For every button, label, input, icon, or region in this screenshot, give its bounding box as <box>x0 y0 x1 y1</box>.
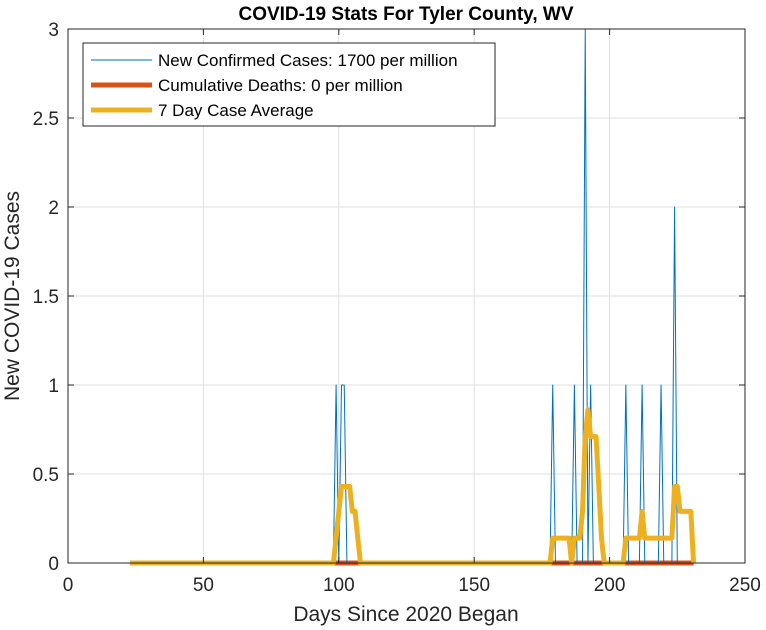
x-axis-label: Days Since 2020 Began <box>293 603 518 626</box>
x-tick-label: 0 <box>63 575 74 596</box>
legend-label-average: 7 Day Case Average <box>158 101 314 120</box>
y-tick-label: 1 <box>48 376 59 397</box>
x-tick-label: 250 <box>729 575 761 596</box>
x-tick-label: 200 <box>594 575 626 596</box>
y-tick-label: 1.5 <box>33 287 59 308</box>
x-tick-label: 100 <box>323 575 355 596</box>
y-tick-label: 3 <box>48 20 59 41</box>
legend: New Confirmed Cases: 1700 per million Cu… <box>82 42 496 127</box>
y-tick-label: 0.5 <box>33 465 59 486</box>
legend-label-new-cases: New Confirmed Cases: 1700 per million <box>158 51 458 70</box>
y-axis-label: New COVID-19 Cases <box>1 191 24 401</box>
y-tick-label: 0 <box>48 554 59 575</box>
legend-label-deaths: Cumulative Deaths: 0 per million <box>158 76 403 95</box>
y-axis: 0 0.5 1 1.5 2 2.5 3 <box>33 20 745 575</box>
y-tick-label: 2.5 <box>33 109 59 130</box>
chart-title: COVID-19 Stats For Tyler County, WV <box>238 4 573 25</box>
x-tick-label: 150 <box>458 575 490 596</box>
series-average <box>130 407 697 566</box>
x-axis: 0 50 100 150 200 250 <box>63 29 761 596</box>
x-tick-label: 50 <box>193 575 214 596</box>
y-tick-label: 2 <box>48 198 59 219</box>
